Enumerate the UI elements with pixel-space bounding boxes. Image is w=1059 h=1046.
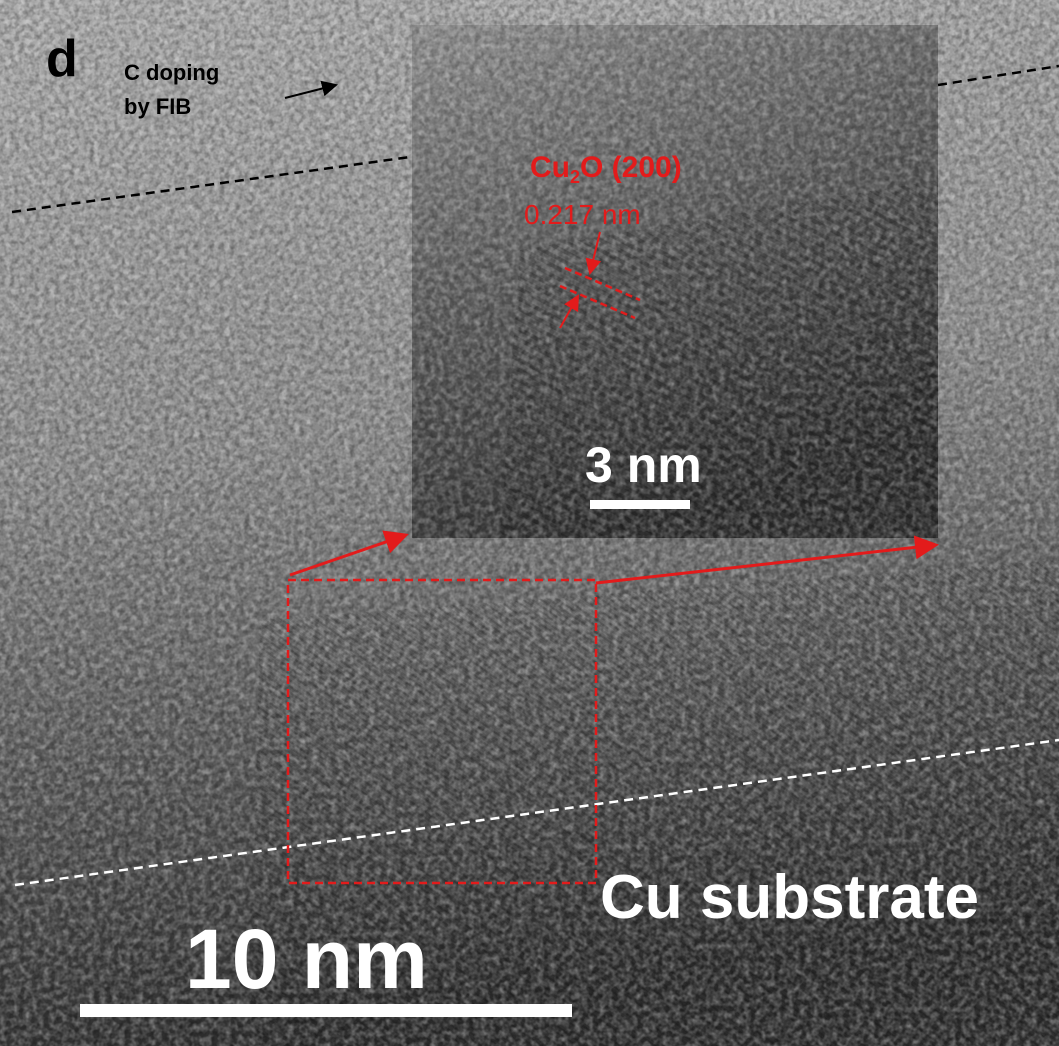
inset: Cu2O (200) 0.217 nm 3 nm <box>412 25 938 538</box>
phase-rest: O (200) <box>580 151 682 184</box>
micrograph: Cu2O (200) 0.217 nm 3 nm d C doping by F… <box>0 0 1059 1046</box>
annotation-line: C doping <box>124 60 219 85</box>
panel-label: d <box>46 30 78 88</box>
inset-scale-label: 3 nm <box>585 437 702 493</box>
spacing-label: 0.217 nm <box>524 199 641 230</box>
phase-label: Cu2O (200) <box>530 151 682 187</box>
region-label: Cu substrate <box>600 863 979 932</box>
scale-bar <box>80 1004 572 1017</box>
scale-label: 10 nm <box>185 912 428 1006</box>
inset-scale-bar <box>590 500 690 509</box>
phase-sub: 2 <box>570 167 580 187</box>
annotation-line: by FIB <box>124 94 191 119</box>
phase-main: Cu <box>530 151 570 184</box>
